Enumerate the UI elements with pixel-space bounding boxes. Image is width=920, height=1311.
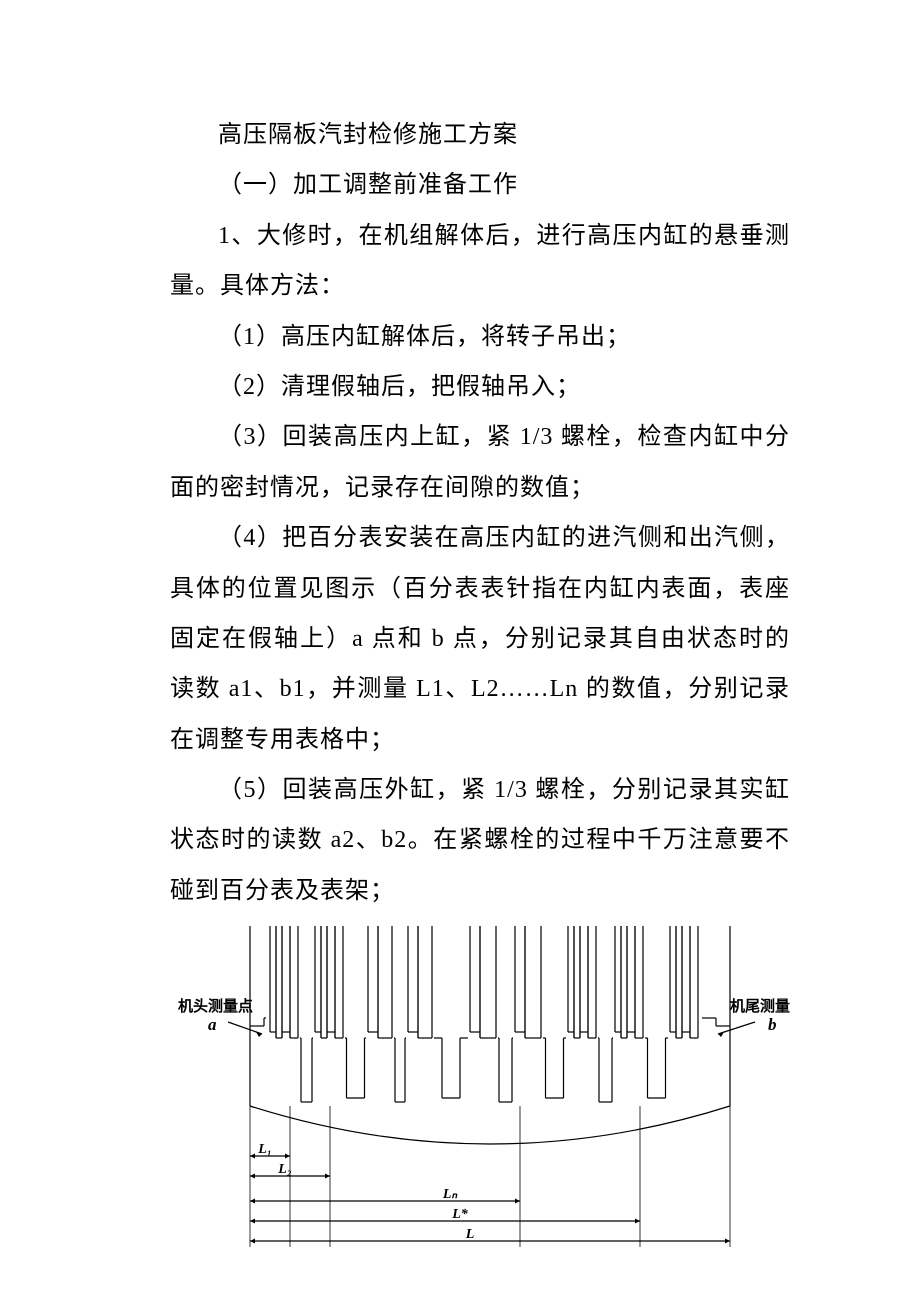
section-heading: （一）加工调整前准备工作 xyxy=(170,160,790,210)
svg-text:L: L xyxy=(465,1227,475,1242)
svg-text:机尾测量点: 机尾测量点 xyxy=(730,997,790,1015)
paragraph-5: （4）把百分表安装在高压内缸的进汽侧和出汽侧，具体的位置见图示（百分表表针指在内… xyxy=(170,513,790,765)
paragraph-2: （1）高压内缸解体后，将转子吊出； xyxy=(170,312,790,362)
svg-text:L*: L* xyxy=(451,1207,469,1222)
svg-text:机头测量点: 机头测量点 xyxy=(178,997,253,1015)
paragraph-4: （3）回装高压内上缸，紧 1/3 螺栓，检查内缸中分面的密封情况，记录存在间隙的… xyxy=(170,412,790,513)
svg-text:L₁: L₁ xyxy=(257,1142,271,1157)
doc-title: 高压隔板汽封检修施工方案 xyxy=(170,110,790,160)
paragraph-6: （5）回装高压外缸，紧 1/3 螺栓，分别记录其实缸状态时的读数 a2、b2。在… xyxy=(170,765,790,916)
svg-text:a: a xyxy=(208,1015,217,1034)
svg-text:Lₙ: Lₙ xyxy=(442,1187,459,1202)
svg-text:b: b xyxy=(768,1015,777,1034)
cylinder-diagram: 机头测量点a 机尾测量点b L₁ L₂ Lₙ L* L xyxy=(170,926,790,1266)
paragraph-1: 1、大修时，在机组解体后，进行高压内缸的悬垂测量。具体方法： xyxy=(170,211,790,312)
paragraph-3: （2）清理假轴后，把假轴吊入； xyxy=(170,362,790,412)
svg-text:L₂: L₂ xyxy=(277,1162,292,1177)
document-page: 高压隔板汽封检修施工方案 （一）加工调整前准备工作 1、大修时，在机组解体后，进… xyxy=(0,0,920,1311)
diagram-container: 机头测量点a 机尾测量点b L₁ L₂ Lₙ L* L xyxy=(170,926,790,1271)
